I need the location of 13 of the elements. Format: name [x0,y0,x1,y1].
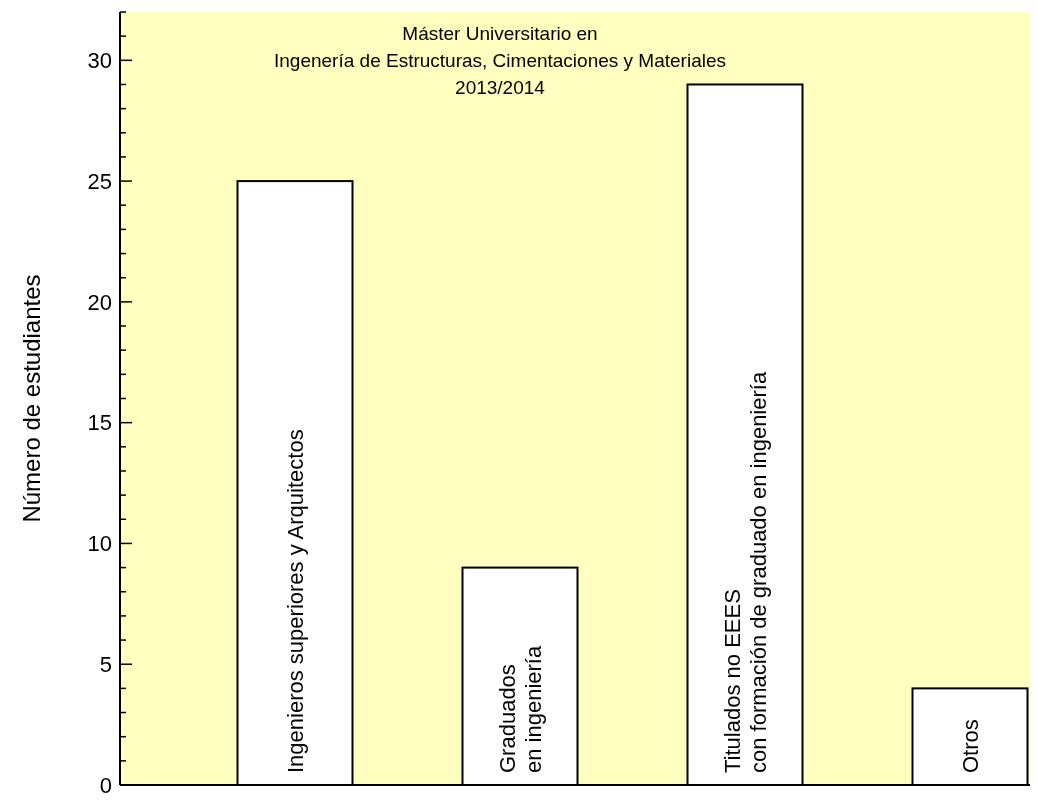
y-axis-title: Número de estudiantes [18,274,45,523]
x-tick-label: Graduados en ingeniería [495,645,546,773]
y-tick-label: 0 [99,772,112,798]
text: Máster Universitario en Ingenería de Estructuras, Cimentaciones y Materiales 2013/2014 [274,23,726,98]
x-tick-label: Otros [958,719,983,773]
y-tick-label: 15 [87,410,112,436]
y-tick-label: 25 [87,168,112,194]
y-tick-label: 20 [87,289,112,315]
y-tick-label: 30 [87,48,112,74]
y-tick-label: 5 [99,651,112,677]
y-tick-label: 10 [87,531,112,557]
x-tick-label: Titulados no EEES con formación de graduado en ingeniería [720,371,771,773]
x-tick-label: Ingenieros superiores y Arquitectos [283,429,308,773]
